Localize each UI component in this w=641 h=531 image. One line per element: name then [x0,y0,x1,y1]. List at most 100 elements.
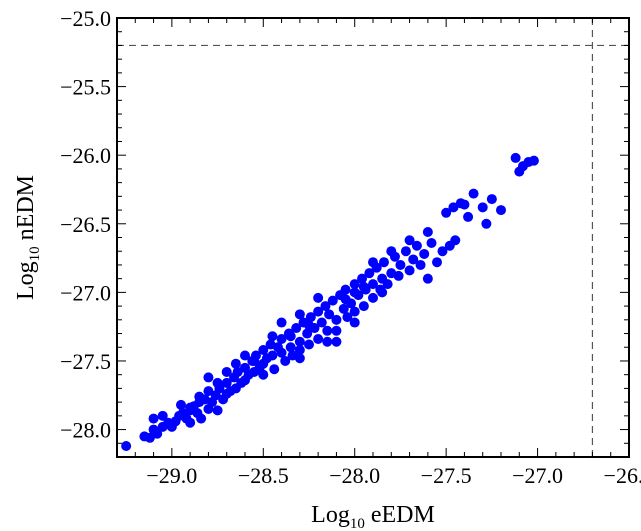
data-point [280,355,291,366]
data-point [331,336,342,347]
data-point [340,294,351,305]
data-point [419,248,430,259]
data-point [194,391,205,402]
data-point [422,273,433,284]
data-point [415,259,426,270]
data-point [313,334,324,345]
data-point [324,309,335,320]
data-point [411,240,422,251]
data-point [338,303,349,314]
y-tick-label: −25.0 [60,6,111,31]
data-point [316,317,327,328]
data-point [157,410,168,421]
x-tick-label: −27.0 [512,463,563,488]
data-point [459,199,470,210]
data-point [240,350,250,361]
x-tick-labels: −29.0 −28.5 −28.0 −27.5 −27.0 −26.5 [146,463,641,488]
data-point [395,259,406,270]
data-point [368,292,378,303]
data-point [528,155,539,166]
data-point [212,405,223,416]
data-point [320,301,331,312]
data-point [203,372,214,383]
data-point [358,281,369,292]
data-point [441,207,452,218]
data-point [294,344,305,355]
data-point [232,366,243,377]
data-point [393,270,404,281]
data-point [212,377,223,388]
data-point [121,441,132,452]
plot-frame [116,17,630,458]
data-point [291,323,302,334]
data-point [267,350,278,361]
data-point [313,306,324,317]
data-point [426,237,437,248]
data-point [285,342,296,353]
y-tick-label: −27.0 [60,280,111,305]
data-point [276,317,287,328]
plot-border [116,17,630,458]
data-point [196,413,207,424]
data-point [304,320,314,331]
data-point [340,284,351,295]
x-tick-label: −29.0 [146,463,197,488]
data-point [486,194,497,205]
data-point [358,301,369,312]
data-point [477,202,488,213]
data-point [294,353,305,364]
data-point [148,413,159,424]
data-point [249,355,260,366]
data-point [349,306,360,317]
x-tick-label: −28.5 [238,463,289,488]
y-tick-label: −26.5 [60,212,111,237]
data-point [258,369,269,380]
data-points [121,152,539,452]
data-point [302,328,313,339]
data-point [327,295,338,306]
data-point [276,347,287,358]
data-point [221,366,232,377]
data-point [404,235,415,246]
data-point [450,235,461,246]
data-point [368,279,378,290]
data-point [276,334,287,345]
data-point [386,246,397,257]
data-point [152,428,163,439]
data-point [468,188,479,199]
data-point [185,417,196,428]
data-point [230,358,241,369]
data-point [364,268,375,279]
data-point [331,325,342,336]
x-tick-label: −28.0 [329,463,380,488]
data-point [304,339,314,350]
data-point [422,227,433,238]
data-point [331,314,342,325]
data-point [294,309,305,320]
x-axis-title: Log10 eEDM [311,502,435,531]
data-point [349,279,360,290]
reference-lines [117,18,629,457]
y-axis-title: Log10 nEDM [13,175,43,300]
data-point [305,312,316,323]
y-tick-labels: −28.0 −27.5 −27.0 −26.5 −26.0 −25.5 −25.0 [60,6,111,443]
x-tick-label: −27.5 [421,463,472,488]
data-point [322,336,333,347]
data-point [496,205,506,216]
data-point [400,246,411,257]
data-point [349,287,360,298]
data-point [481,218,492,229]
data-point [448,202,459,213]
data-point [368,257,378,268]
data-point [432,257,442,268]
x-tick-label: −26.5 [604,463,641,488]
data-point [404,265,415,276]
data-point [510,152,521,163]
data-point [408,254,419,265]
data-point [203,386,214,397]
data-point [357,273,368,284]
data-point [258,344,269,355]
data-point [377,287,388,298]
y-tick-label: −27.5 [60,349,111,374]
